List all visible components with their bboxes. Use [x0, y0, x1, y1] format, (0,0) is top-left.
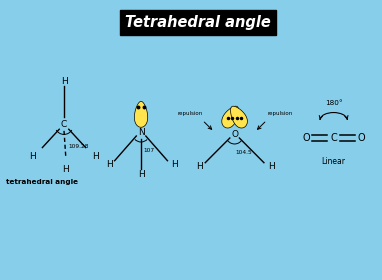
- Text: 180°: 180°: [325, 100, 342, 106]
- Text: repulsion: repulsion: [177, 111, 202, 116]
- Text: H: H: [92, 152, 99, 161]
- Text: H: H: [268, 162, 275, 171]
- Text: H: H: [171, 160, 177, 169]
- Text: O: O: [357, 133, 365, 143]
- Polygon shape: [231, 106, 248, 128]
- Polygon shape: [222, 106, 239, 128]
- Text: C: C: [330, 133, 337, 143]
- Polygon shape: [134, 101, 148, 127]
- Text: O: O: [231, 130, 238, 139]
- Text: C: C: [61, 120, 67, 129]
- Text: H: H: [138, 170, 144, 179]
- Text: H: H: [29, 152, 36, 161]
- Text: Linear: Linear: [322, 157, 346, 165]
- Text: H: H: [106, 160, 113, 169]
- Text: H: H: [63, 165, 69, 174]
- Text: Tetrahedral angle: Tetrahedral angle: [125, 15, 271, 30]
- Text: O: O: [302, 133, 310, 143]
- Text: N: N: [138, 127, 144, 137]
- Text: tetrahedral angle: tetrahedral angle: [6, 179, 78, 185]
- Text: 109.28: 109.28: [68, 144, 89, 149]
- Text: H: H: [196, 162, 203, 171]
- Text: H: H: [61, 77, 67, 86]
- Text: 104.5: 104.5: [235, 150, 252, 155]
- Text: repulsion: repulsion: [268, 111, 293, 116]
- Text: 107: 107: [143, 148, 154, 153]
